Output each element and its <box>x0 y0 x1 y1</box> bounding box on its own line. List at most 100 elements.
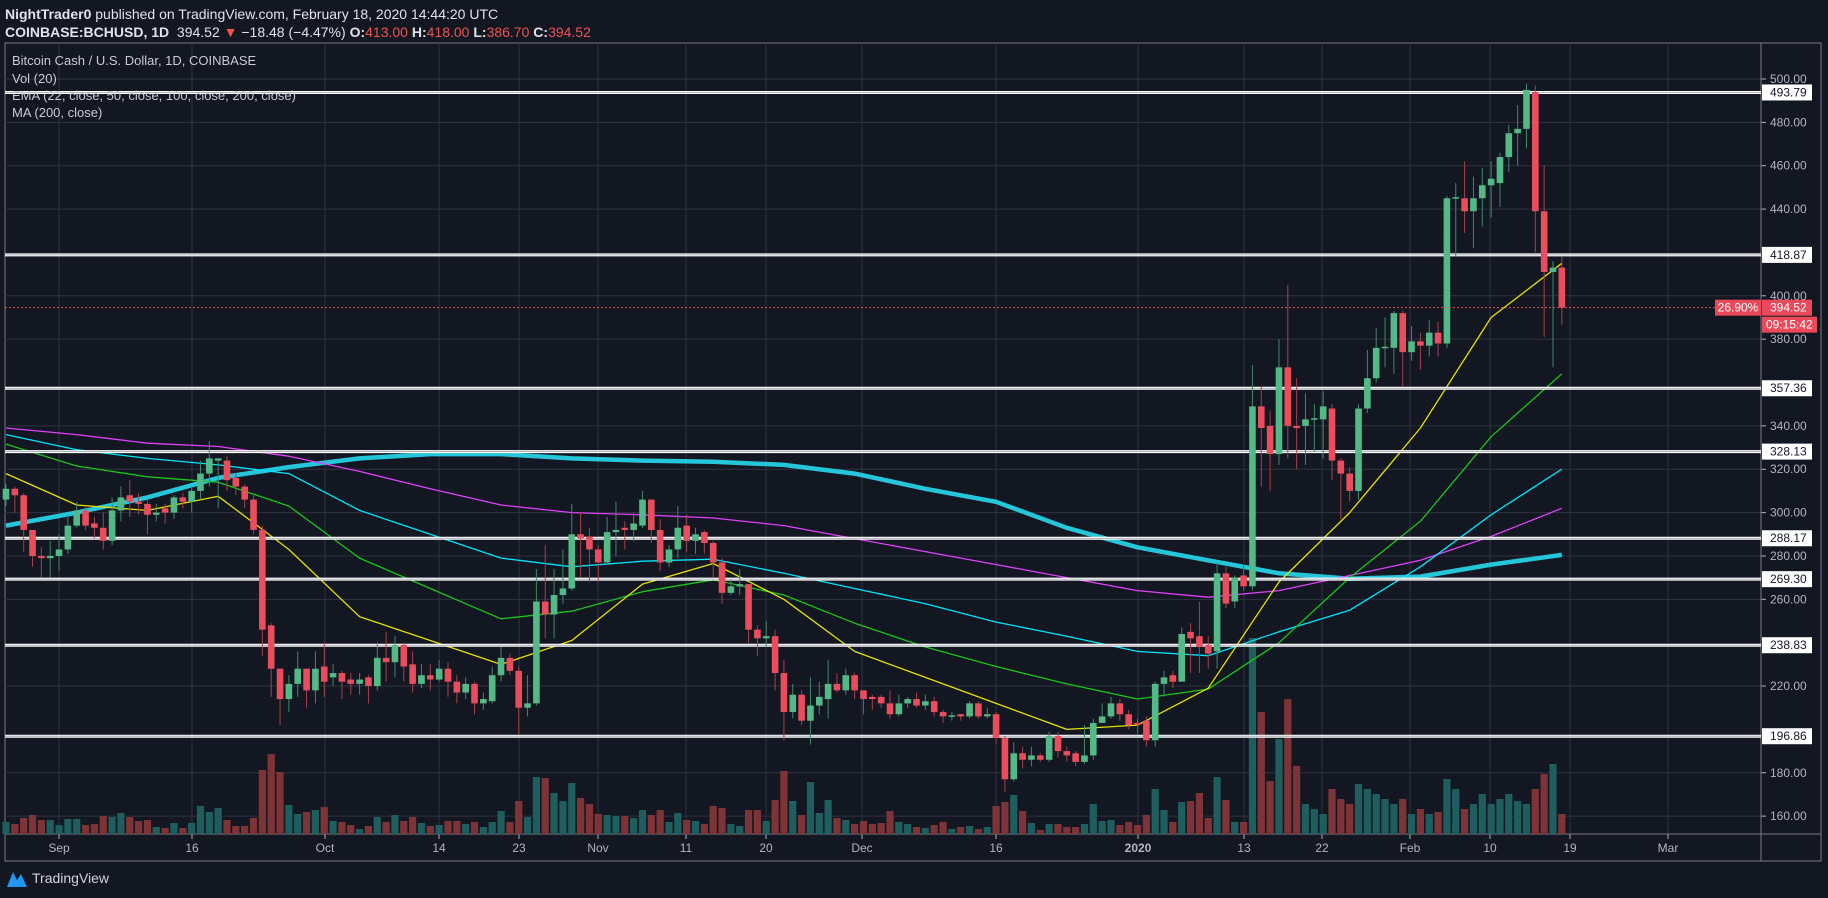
volume-bar <box>842 820 850 834</box>
volume-bar <box>1390 804 1398 834</box>
candle-body <box>869 696 876 700</box>
symbol-info: COINBASE:BCHUSD, 1D 394.52 ▼ −18.48 (−4.… <box>5 24 591 40</box>
candle-body <box>108 510 116 541</box>
candle-body <box>833 683 841 691</box>
candle-body <box>1311 418 1318 420</box>
candle-body <box>1505 133 1513 158</box>
y-tick-label: 260.00 <box>1770 592 1807 606</box>
volume-bar <box>143 820 152 834</box>
volume-bar <box>948 829 956 834</box>
volume-bar <box>276 772 284 834</box>
ema100-line <box>5 433 1563 657</box>
volume-bar <box>868 824 876 834</box>
volume-bar <box>267 754 275 834</box>
candle-body <box>913 699 920 706</box>
volume-bar <box>37 820 45 834</box>
candle-body <box>435 668 443 680</box>
candle-body <box>1204 644 1212 654</box>
volume-bar <box>497 811 505 834</box>
legend-ema[interactable]: EMA (22, close, 50, close, 100, close, 2… <box>12 88 296 103</box>
volume-bar <box>1195 793 1203 834</box>
volume-bar <box>73 819 81 834</box>
volume-bar <box>992 806 1000 834</box>
candle-body <box>1222 573 1230 604</box>
volume-bar <box>356 829 364 834</box>
volume-bar <box>904 824 912 834</box>
candle-body <box>975 703 982 717</box>
volume-bar <box>347 825 355 834</box>
price-change: −18.48 (−4.47%) <box>241 24 346 40</box>
candle-body <box>1425 332 1433 346</box>
volume-bar <box>20 818 28 834</box>
volume-bar <box>1478 794 1486 834</box>
candle-body <box>851 675 858 691</box>
volume-bar <box>559 801 567 834</box>
candle-body <box>701 532 708 543</box>
candle-body <box>1355 408 1362 491</box>
y-tick-label: 180.00 <box>1770 766 1807 780</box>
candle-body <box>515 670 523 708</box>
volume-bar <box>99 816 107 834</box>
y-tick-label: 400.00 <box>1770 289 1807 303</box>
volume-bar <box>983 827 991 834</box>
volume-bar <box>196 806 205 834</box>
volume-bar <box>1027 823 1036 834</box>
x-tick-label: 20 <box>759 841 773 855</box>
candle-body <box>117 497 125 511</box>
candle-body <box>144 503 151 515</box>
candle-body <box>762 636 770 639</box>
candle-body <box>1257 406 1265 429</box>
volume-bar <box>382 822 390 834</box>
candle-body <box>1443 198 1451 344</box>
volume-bar <box>939 822 947 834</box>
candle-body <box>1019 753 1026 760</box>
author-name[interactable]: NightTrader0 <box>5 6 92 22</box>
candle-body <box>674 527 682 550</box>
level-price-label-box <box>1762 530 1812 547</box>
volume-bar <box>338 822 346 834</box>
volume-bar <box>718 808 726 834</box>
volume-bar <box>2 822 10 834</box>
volume-bar <box>1204 818 1212 834</box>
candle-body <box>789 694 797 713</box>
candle-body <box>312 668 319 691</box>
candle-body <box>285 683 293 700</box>
volume-bar <box>912 827 921 834</box>
candle-body <box>1558 267 1566 308</box>
low-label: L: <box>473 24 487 40</box>
volume-bar <box>135 821 143 834</box>
candle-body <box>665 549 673 563</box>
candle-body <box>152 512 160 515</box>
volume-bar <box>1010 795 1018 834</box>
volume-bar <box>232 826 240 834</box>
y-tick-label: 320.00 <box>1770 462 1807 476</box>
x-tick-label: 2020 <box>1125 841 1152 855</box>
tradingview-logo[interactable]: TradingView <box>6 868 109 888</box>
candle-body <box>1540 211 1548 272</box>
volume-bar <box>81 825 90 834</box>
x-tick-label: 19 <box>1563 841 1577 855</box>
candle-body <box>418 675 425 684</box>
candle-body <box>771 636 779 674</box>
candle-body <box>983 714 991 717</box>
candle-body <box>1160 677 1168 684</box>
last-price-label: 394.52 <box>1770 301 1807 315</box>
candle-body <box>533 601 540 704</box>
candle-body <box>1302 419 1309 426</box>
candle-body <box>1213 573 1221 652</box>
countdown-box <box>1762 316 1817 333</box>
candle-body <box>329 673 337 678</box>
legend-ma[interactable]: MA (200, close) <box>12 105 103 120</box>
volume-bar <box>550 793 558 834</box>
last-price-box <box>1762 299 1812 316</box>
legend-volume[interactable]: Vol (20) <box>12 71 57 86</box>
level-price-label-box <box>1762 637 1812 654</box>
volume-bar <box>824 800 832 834</box>
candle-body <box>541 601 549 615</box>
candle-body <box>1107 703 1115 717</box>
candle-body <box>930 701 938 713</box>
volume-bar <box>1337 799 1345 834</box>
candle-body <box>197 473 204 491</box>
candle-body <box>188 490 195 502</box>
